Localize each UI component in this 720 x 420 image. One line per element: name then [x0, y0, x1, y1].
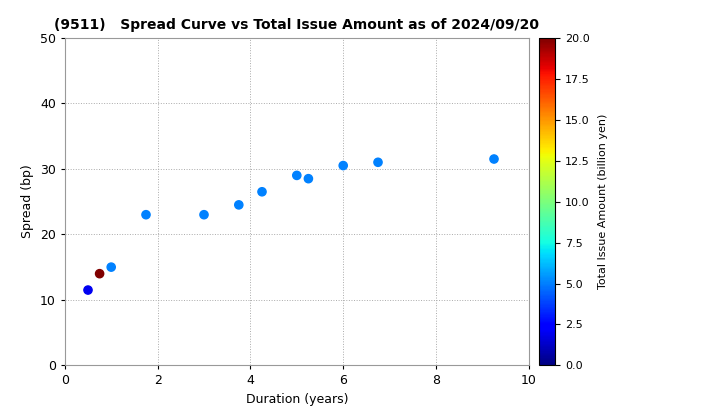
Point	[372, 159, 384, 165]
Point	[105, 264, 117, 270]
Point	[302, 175, 314, 182]
Point	[291, 172, 302, 179]
Y-axis label: Spread (bp): Spread (bp)	[21, 165, 35, 239]
Point	[94, 270, 105, 277]
Point	[140, 211, 152, 218]
Y-axis label: Total Issue Amount (billion yen): Total Issue Amount (billion yen)	[598, 114, 608, 289]
Point	[82, 287, 94, 294]
Title: (9511)   Spread Curve vs Total Issue Amount as of 2024/09/20: (9511) Spread Curve vs Total Issue Amoun…	[54, 18, 539, 32]
X-axis label: Duration (years): Duration (years)	[246, 393, 348, 406]
Point	[338, 162, 349, 169]
Point	[198, 211, 210, 218]
Point	[488, 156, 500, 163]
Point	[256, 189, 268, 195]
Point	[233, 202, 245, 208]
